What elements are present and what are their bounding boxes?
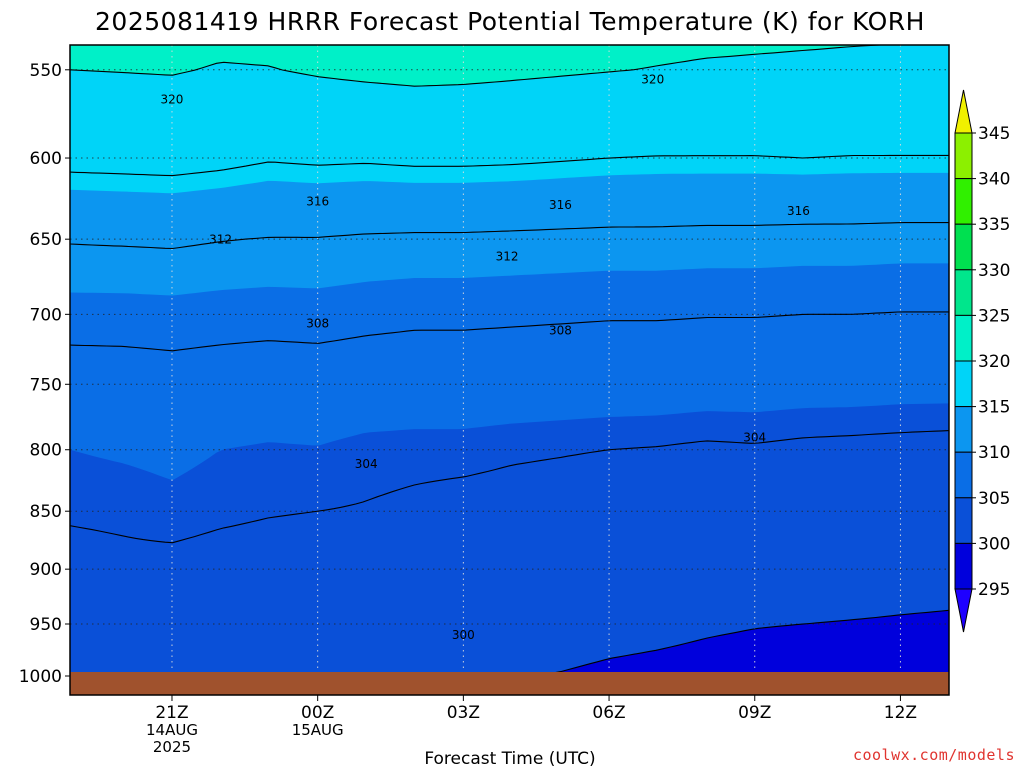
- colorbar-segment: [954, 269, 973, 316]
- y-tick-label: 800: [30, 441, 62, 461]
- contour-label: 316: [549, 198, 572, 212]
- contour-label-group: 308: [306, 316, 329, 330]
- contour-label-layer: 3443403403363323283283243203203163163163…: [161, 72, 810, 642]
- y-tick-label: 550: [30, 61, 62, 81]
- colorbar-label: 305: [978, 489, 1010, 509]
- x-tick-label: 00Z: [301, 703, 334, 723]
- colorbar-label: 340: [978, 170, 1010, 190]
- contour-label-group: 300: [452, 628, 475, 642]
- y-tick-label: 650: [30, 230, 62, 250]
- contour-308: [70, 311, 949, 352]
- contour-label: 312: [209, 233, 232, 247]
- x-tick-label: 03Z: [447, 703, 480, 723]
- colorbar-label: 330: [978, 261, 1010, 281]
- contour-label: 320: [161, 92, 184, 106]
- colorbar-label: 295: [978, 580, 1010, 600]
- colorbar-segment: [954, 132, 973, 180]
- colorbar-segment: [954, 314, 973, 362]
- x-tick-label: 12Z: [884, 703, 917, 723]
- y-tick-label: 1000: [19, 667, 62, 687]
- colorbar-top-arrow: [954, 89, 973, 134]
- contour-label-group: 304: [355, 457, 378, 471]
- x-tick-label: 2025: [153, 738, 191, 756]
- colorbar-label: 345: [978, 124, 1010, 144]
- fill-band-320: [70, 45, 880, 87]
- plot-area: 3443403403363323283283243203203163163163…: [69, 44, 950, 696]
- y-axis: 2503003504004505005506006507007508008509…: [19, 61, 70, 687]
- credit-text: coolwx.com/models: [853, 746, 1015, 764]
- contour-label: 316: [787, 204, 810, 218]
- contour-label: 320: [641, 72, 664, 86]
- shaded-fill-layer: [70, 45, 949, 695]
- contour-label: 304: [355, 457, 378, 471]
- x-tick-label: 15AUG: [292, 721, 344, 739]
- contour-label-group: 320: [161, 92, 184, 106]
- y-tick-label: 950: [30, 615, 62, 635]
- colorbar-label: 335: [978, 215, 1010, 235]
- contour-label-group: 304: [743, 430, 766, 444]
- contour-316: [70, 154, 949, 177]
- colorbar-label: 300: [978, 534, 1010, 554]
- colorbar-segment: [954, 497, 973, 544]
- plot-frame: [69, 44, 950, 696]
- colorbar-label: 315: [978, 398, 1010, 418]
- colorbar-label: 310: [978, 443, 1010, 463]
- y-tick-label: 900: [30, 560, 62, 580]
- contour-label-group: 316: [549, 198, 572, 212]
- contour-304: [70, 430, 949, 544]
- contour-label-group: 312: [209, 233, 232, 247]
- y-tick-label: 850: [30, 502, 62, 522]
- x-tick-label: 21Z: [155, 703, 188, 723]
- x-tick-label: 09Z: [738, 703, 771, 723]
- x-tick-label: 14AUG: [146, 721, 198, 739]
- contour-320: [70, 45, 889, 87]
- contour-layer: [70, 45, 949, 695]
- colorbar: 345 340 335 330 325 320 315 310 305 300 295: [954, 89, 1010, 633]
- contour-label: 316: [306, 195, 329, 209]
- ground-layer: [70, 672, 949, 695]
- contour-label: 312: [496, 250, 519, 264]
- y-tick-label: 700: [30, 305, 62, 325]
- contour-label: 308: [549, 324, 572, 338]
- contour-label-group: 316: [787, 204, 810, 218]
- colorbar-segment: [954, 360, 973, 408]
- contour-label-group: 316: [306, 195, 329, 209]
- colorbar-segment: [954, 542, 973, 590]
- contour-label: 308: [306, 316, 329, 330]
- y-tick-label: 750: [30, 375, 62, 395]
- colorbar-bottom-arrow: [954, 588, 973, 633]
- colorbar-segment: [954, 178, 973, 225]
- colorbar-segment: [954, 406, 973, 453]
- contour-label-group: 308: [549, 324, 572, 338]
- x-tick-label: 06Z: [592, 703, 625, 723]
- y-tick-label: 600: [30, 149, 62, 169]
- contour-label: 300: [452, 628, 475, 642]
- colorbar-label: 325: [978, 306, 1010, 326]
- contour-label-group: 312: [496, 250, 519, 264]
- colorbar-label: 320: [978, 352, 1010, 372]
- contour-312: [70, 222, 949, 250]
- contour-label: 304: [743, 430, 766, 444]
- colorbar-segment: [954, 451, 973, 499]
- x-axis-label: Forecast Time (UTC): [424, 749, 595, 768]
- chart-title: 2025081419 HRRR Forecast Potential Tempe…: [95, 7, 925, 36]
- colorbar-segment: [954, 223, 973, 271]
- contour-label-group: 320: [641, 72, 664, 86]
